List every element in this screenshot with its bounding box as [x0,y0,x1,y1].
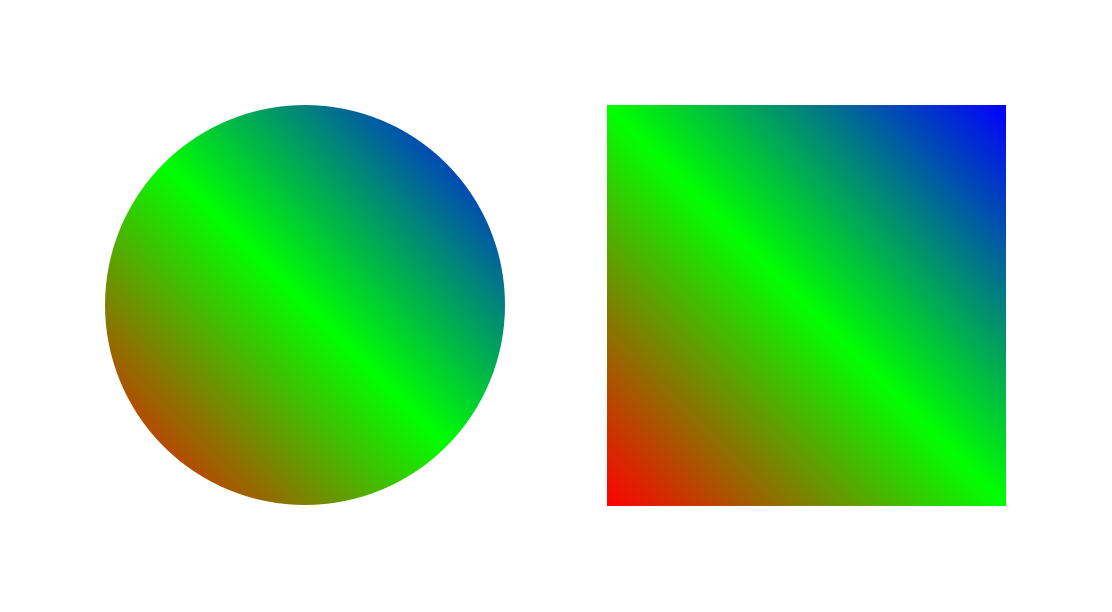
gradient-circle [105,105,505,505]
gradient-square [607,105,1006,506]
